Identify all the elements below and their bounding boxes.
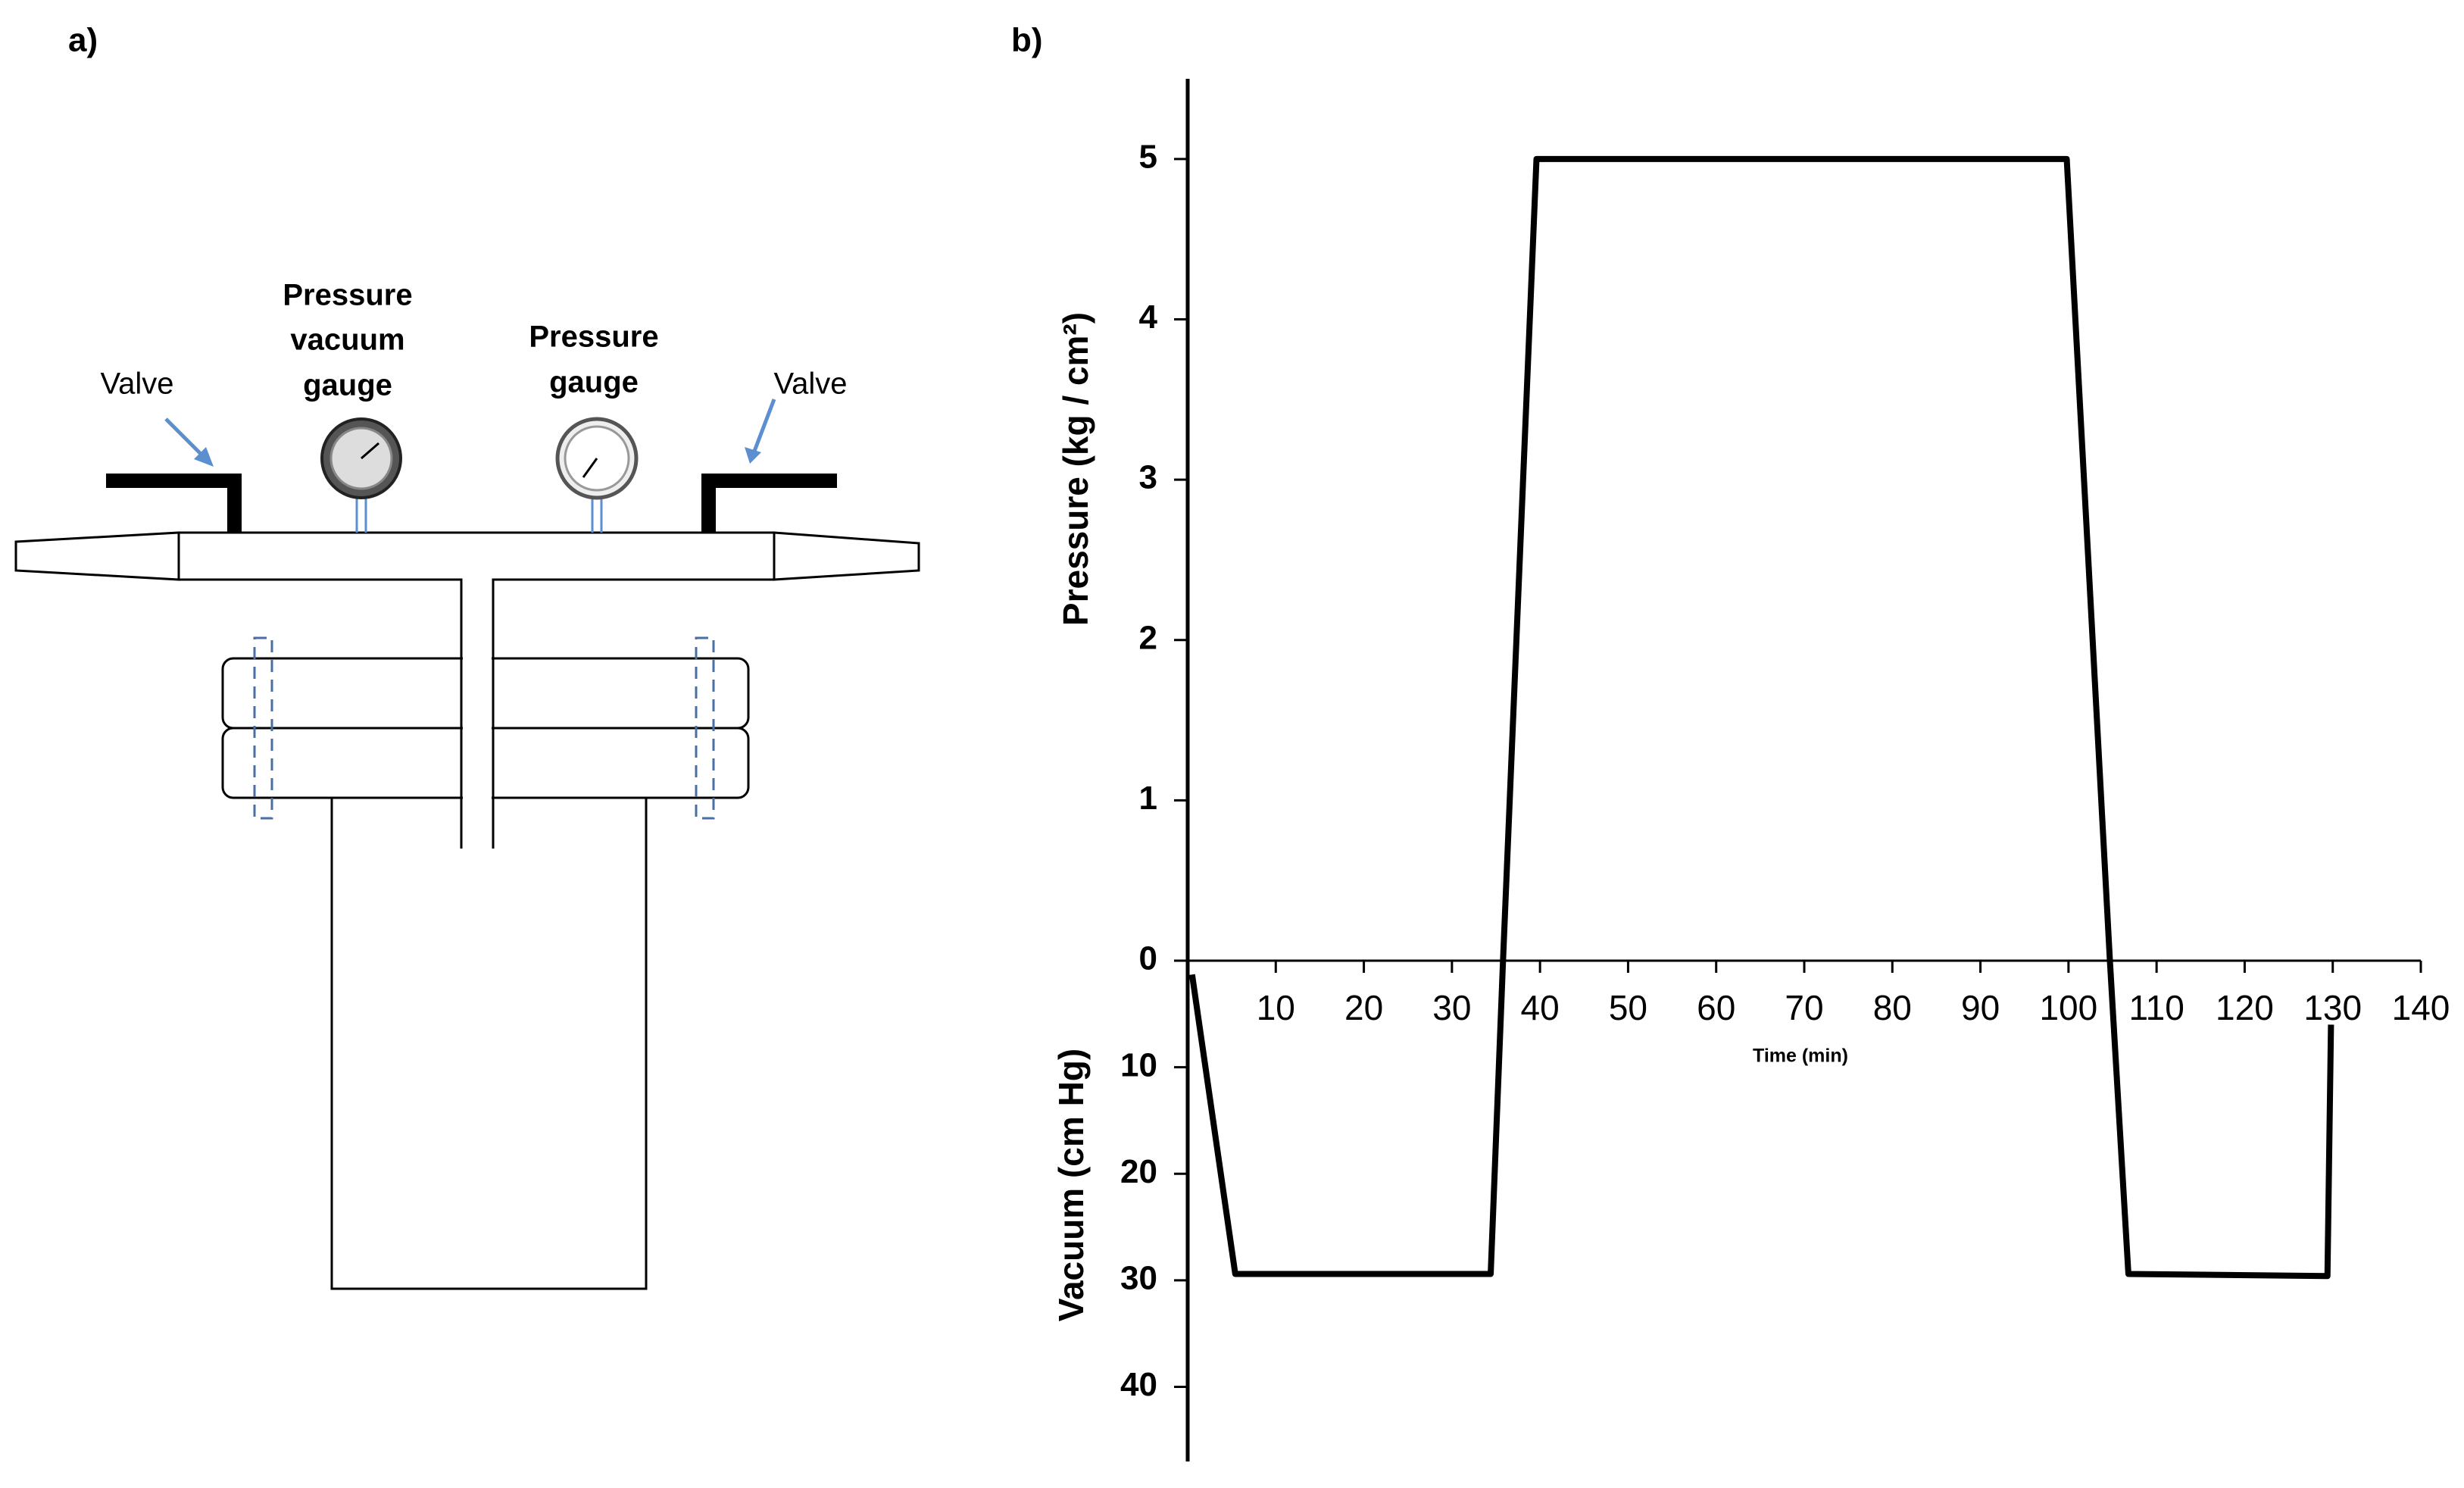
x-tick-label: 40 xyxy=(1521,988,1560,1027)
y2-tick-label: 20 xyxy=(1120,1153,1157,1190)
arrowhead xyxy=(745,447,761,464)
y-tick-label: 4 xyxy=(1139,299,1158,336)
x-tick-label: 140 xyxy=(2392,988,2450,1027)
y2-tick-label: 40 xyxy=(1120,1366,1157,1403)
diagram-label: Valve xyxy=(100,367,173,401)
arrow xyxy=(751,399,776,454)
x-tick-label: 70 xyxy=(1785,988,1823,1027)
chart: 0 1 2 3 4 5 10 20 30 40 10 20 30 40 50 60 70 80 90 100 110 12… xyxy=(1051,79,2450,1461)
y-tick-label: 0 xyxy=(1139,940,1157,977)
bolt xyxy=(695,636,715,820)
diagram-label: Pressure xyxy=(529,320,658,354)
arrow xyxy=(164,417,208,461)
valve xyxy=(701,474,837,488)
y-tick-label: 2 xyxy=(1139,619,1157,656)
line-series xyxy=(1500,155,2113,961)
x-tick-label: 60 xyxy=(1697,988,1735,1027)
y-tick-label: 5 xyxy=(1139,138,1157,175)
x-tick-label: 100 xyxy=(2039,988,2097,1027)
x-tick-label: 80 xyxy=(1873,988,1912,1027)
stem-gap xyxy=(463,656,492,800)
diagram-label: gauge xyxy=(549,366,639,399)
diagram-label: Valve xyxy=(773,367,847,401)
y-tick-label: 1 xyxy=(1139,780,1157,817)
pipe-end xyxy=(773,531,920,581)
diagram-label: vacuum xyxy=(290,324,404,357)
y-axis-label: Pressure (kg / cm²) xyxy=(1056,312,1095,626)
x-tick-label: 120 xyxy=(2216,988,2274,1027)
diagram-label: gauge xyxy=(303,369,392,402)
valve xyxy=(106,474,242,488)
diagram-label: Pressure xyxy=(283,279,412,312)
vessel xyxy=(330,798,648,1290)
x-tick-label: 20 xyxy=(1344,988,1383,1027)
x-tick-label: 30 xyxy=(1432,988,1471,1027)
x-tick-label: 90 xyxy=(1961,988,2000,1027)
x-tick-label: 50 xyxy=(1609,988,1647,1027)
gauge-needle xyxy=(361,442,379,460)
bolt xyxy=(253,636,273,820)
y2-tick-label: 10 xyxy=(1120,1046,1157,1083)
x-tick-label: 10 xyxy=(1257,988,1295,1027)
panel-label: a) xyxy=(68,22,98,59)
y2-axis-label: Vacuum (cm Hg) xyxy=(1051,1049,1091,1321)
pipe-end xyxy=(14,531,180,581)
line-series xyxy=(2106,960,2334,1280)
panel-label: b) xyxy=(1011,22,1043,59)
x-axis-label: Time (min) xyxy=(1753,1046,1848,1067)
arrowhead xyxy=(194,447,214,467)
line-series xyxy=(1188,960,1507,1277)
y-tick-label: 3 xyxy=(1139,459,1157,496)
y2-tick-label: 30 xyxy=(1120,1260,1157,1297)
x-tick-label: 110 xyxy=(2128,988,2184,1027)
diagram xyxy=(14,399,920,1290)
x-tick-label: 130 xyxy=(2303,988,2362,1027)
valve xyxy=(227,474,242,533)
gauge-needle xyxy=(582,458,598,478)
valve xyxy=(701,474,716,533)
